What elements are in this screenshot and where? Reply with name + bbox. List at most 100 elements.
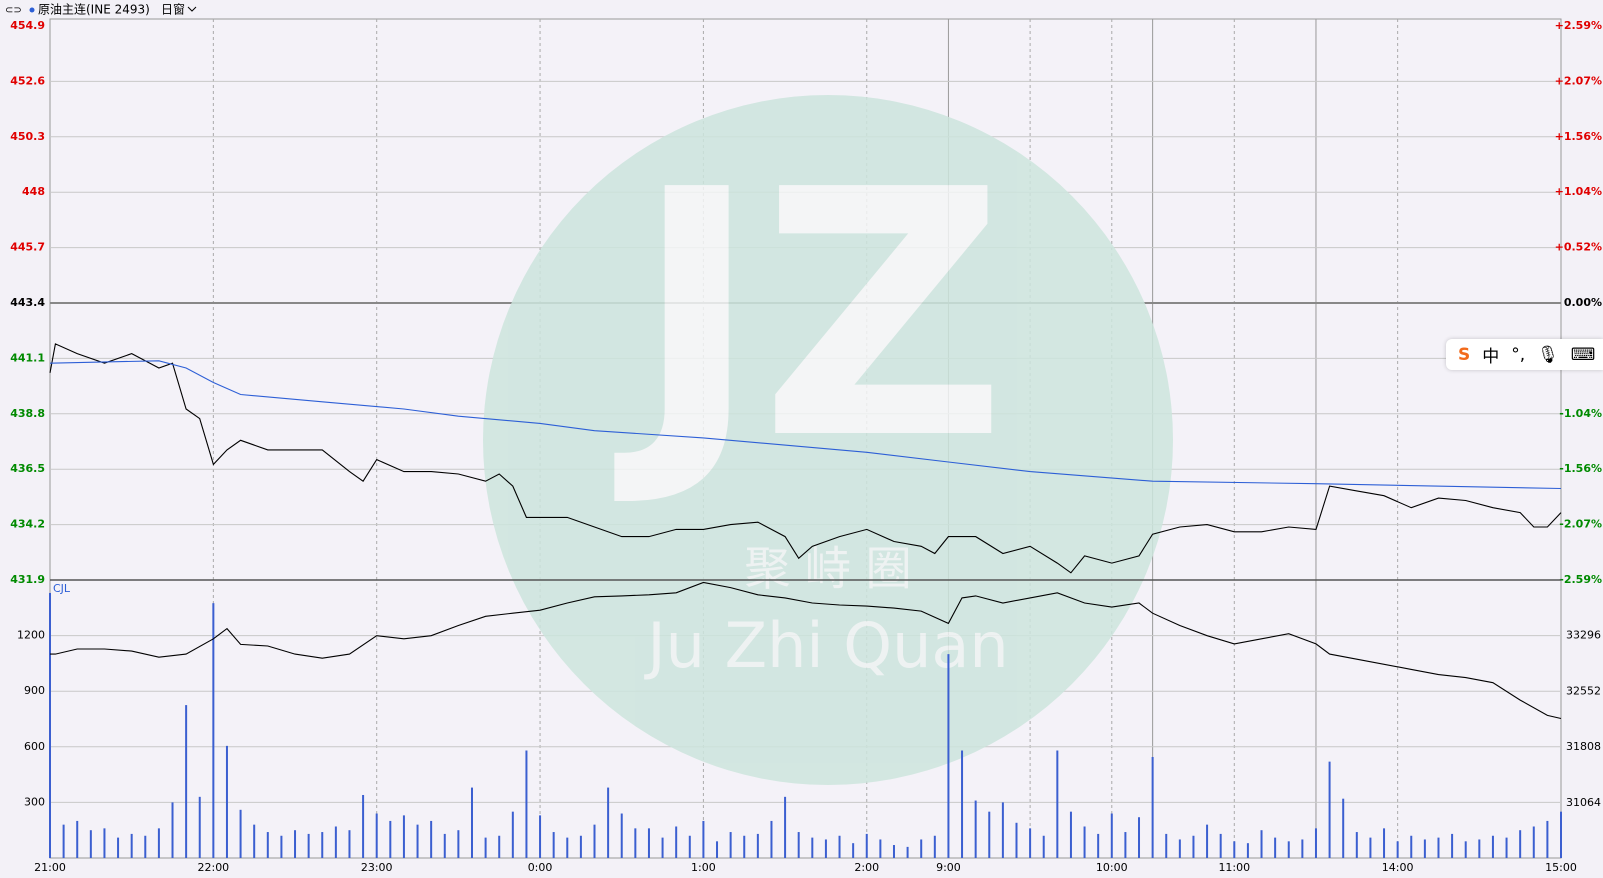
volume-bar [784,796,787,858]
chevron[interactable] [187,6,197,12]
volume-bar [1192,835,1195,858]
window-select[interactable]: 日窗 [161,3,185,17]
x-tick-label: 11:00 [1218,861,1250,874]
volume-bar [1151,756,1154,858]
volume-bar [457,830,460,858]
volume-bar [566,837,569,858]
price-line [49,360,1562,490]
volume-bar [1342,798,1345,858]
volume-bar [76,820,79,858]
y-tick-label: 438.8 [10,407,45,420]
y-tick-label: 436.5 [10,462,45,475]
volume-bar [294,830,297,858]
volume-bar [920,839,923,858]
volume-bar [321,832,324,858]
volume-bar [1097,833,1100,858]
y2-tick-label: -1.56% [1559,462,1602,475]
volume-bar [1478,839,1481,858]
y2-tick-label: -2.07% [1559,518,1602,531]
y2-tick-label: 31064 [1566,796,1601,809]
y-tick-label: 434.2 [10,518,45,531]
volume-bar [906,846,909,858]
volume-bar [1491,835,1494,858]
y-tick-label: 452.6 [10,74,45,87]
x-tick-label: 10:00 [1096,861,1128,874]
x-tick-label: 23:00 [361,861,393,874]
volume-bar [770,820,773,858]
volume-bar [607,787,610,858]
volume-bar [1260,830,1263,858]
y-tick-label: 900 [24,684,45,697]
y-tick-label: 443.4 [10,296,45,309]
volume-bar [498,835,501,858]
volume-bar [1219,833,1222,858]
ime-punct[interactable]: °, [1511,344,1526,365]
volume-bar [511,811,514,858]
x-tick-label: 15:00 [1545,861,1577,874]
volume-bar [89,830,92,858]
volume-bar [1069,811,1072,858]
volume-bar [1274,837,1277,858]
ime-logo[interactable]: S [1458,344,1471,365]
volume-bar [797,832,800,858]
volume-bar [1001,802,1004,858]
volume-bar [144,835,147,858]
y-tick-label: 441.1 [10,351,45,364]
volume-bar [1451,833,1454,858]
volume-bar [947,654,950,858]
volume-bar [702,820,705,858]
volume-bar [1124,832,1127,858]
y-tick-label: 448 [22,185,45,198]
y-tick-label: 300 [24,795,45,808]
volume-bar [443,833,446,858]
volume-bar [484,837,487,858]
ime-keyboard[interactable]: ⌨ [1570,344,1596,365]
x-tick-label: 22:00 [197,861,229,874]
y2-tick-label: +2.07% [1555,74,1602,87]
volume-bar [225,745,228,858]
volume-bar [961,750,964,858]
y2-tick-label: +1.56% [1555,130,1602,143]
volume-bar [811,837,814,858]
link-icon: ⊂⊃ [5,5,22,16]
volume-bar [1383,828,1386,858]
y2-tick-label: +0.52% [1555,241,1602,254]
volume-bar [1560,811,1562,858]
volume-bar [1042,835,1045,858]
volume-bar [647,828,650,858]
y-tick-label: 600 [24,740,45,753]
ime-toolbar[interactable]: S 中 °, 🎙 ⌨ [1446,339,1603,370]
volume-bar [1314,828,1317,858]
y2-tick-label: -1.04% [1559,407,1602,420]
volume-bar [157,828,160,858]
volume-bar [539,815,542,858]
watermark: JZ 聚 峙 圈 Ju Zhi Quan [483,95,1173,785]
volume-bar [334,826,337,858]
volume-bar [1396,841,1399,858]
volume-bar [1532,826,1535,858]
volume-bar [1110,813,1113,858]
volume-bar [348,830,351,858]
volume-bar [824,839,827,858]
volume-bar [103,828,106,858]
volume-bar [729,832,732,858]
x-tick-label: 1:00 [691,861,716,874]
ime-mic[interactable]: 🎙 [1537,344,1559,365]
y2-tick-label: +2.59% [1555,19,1602,32]
y2-tick-label: +1.04% [1555,185,1602,198]
volume-bar [49,592,51,858]
volume-bar [253,824,256,858]
ime-lang[interactable]: 中 [1482,347,1500,367]
volume-bar [838,835,841,858]
volume-bar [988,811,991,858]
watermark-en: Ju Zhi Quan [643,609,1008,682]
volume-bar [1437,837,1440,858]
volume-bar [865,833,868,858]
volume-bar [130,833,133,858]
volume-bar [933,835,936,858]
y2-tick-label: 33296 [1566,629,1601,642]
volume-bar [1178,839,1181,858]
volume-bar [756,833,759,858]
dot [29,7,35,13]
